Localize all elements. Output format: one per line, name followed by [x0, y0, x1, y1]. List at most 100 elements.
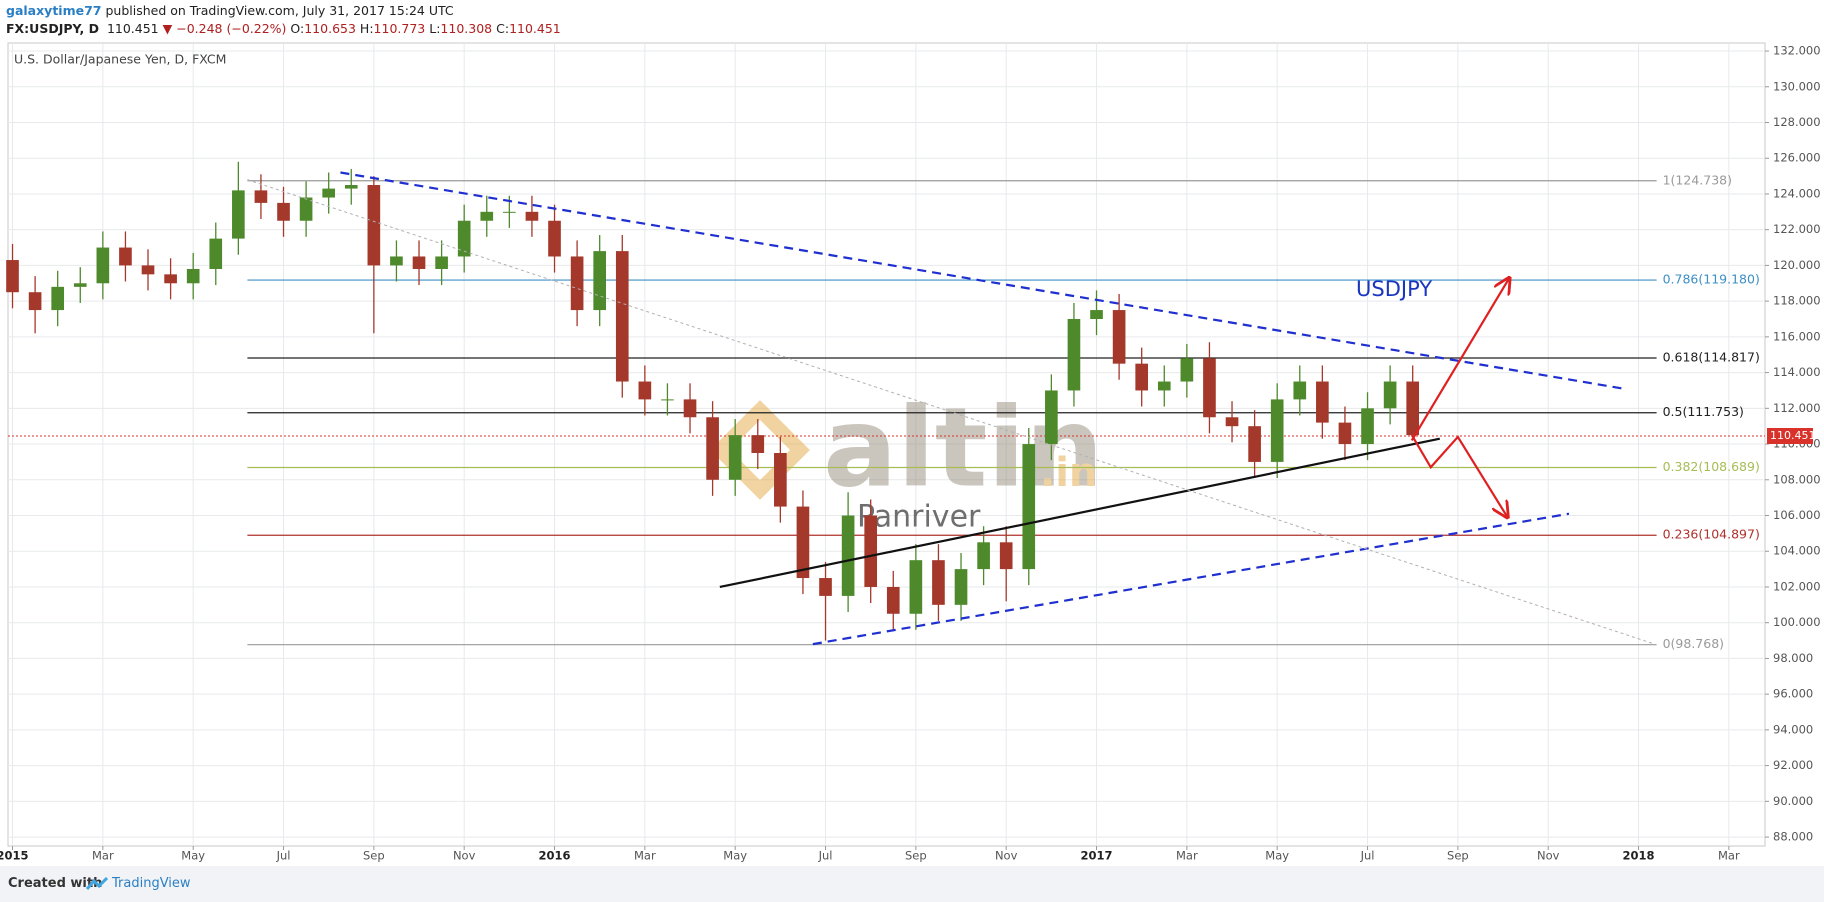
- created-with: Created with: [8, 876, 103, 891]
- candle-body: [164, 274, 177, 284]
- trend-solid: [719, 437, 1441, 589]
- y-tick-label: 112.000: [1773, 401, 1821, 415]
- x-tick-label: Mar: [92, 849, 114, 863]
- candle-body: [1225, 417, 1239, 427]
- grid: [8, 43, 1765, 846]
- quote-line: FX:USDJPY, D 110.451 ▼ −0.248 (−0.22%) O…: [6, 20, 561, 38]
- brand[interactable]: TradingView: [112, 876, 191, 891]
- brand-logo: [86, 877, 108, 890]
- x-tick-label: Nov: [1537, 849, 1560, 863]
- candle-body: [1270, 399, 1284, 462]
- x-tick-label: 2015: [0, 849, 29, 863]
- x-tick-label: Mar: [1176, 849, 1198, 863]
- candle-body: [886, 586, 900, 614]
- candle-body: [232, 190, 245, 239]
- watermark-text: .in: [1040, 450, 1097, 496]
- candle-body: [277, 202, 290, 221]
- candle-body: [1135, 363, 1149, 391]
- candle-body: [1022, 444, 1036, 570]
- y-tick-label: 92.000: [1773, 758, 1813, 772]
- x-tick-label: Nov: [995, 849, 1018, 863]
- y-tick-label: 100.000: [1773, 615, 1821, 629]
- candle-body: [548, 220, 561, 257]
- ohlc-value: 110.308: [440, 21, 493, 36]
- candle-body: [1067, 319, 1081, 391]
- publish-line: galaxytime77 published on TradingView.co…: [6, 2, 561, 20]
- candle-body: [932, 560, 945, 605]
- signature: Panriver: [857, 500, 981, 535]
- x-tick-label: May: [181, 849, 205, 863]
- candle-body: [525, 211, 539, 221]
- fib-label: 0.236(104.897): [1663, 527, 1760, 542]
- x-tick-label: Sep: [905, 849, 927, 863]
- candle-body: [1361, 408, 1374, 445]
- y-tick-label: 106.000: [1773, 508, 1821, 522]
- fib-label: 0.5(111.753): [1663, 404, 1744, 419]
- candle-body: [683, 399, 697, 418]
- fib-label: 0(98.768): [1663, 636, 1724, 651]
- fib-label: 0.786(119.180): [1663, 272, 1760, 287]
- x-tick-label: Jul: [818, 849, 833, 863]
- candle-body: [1045, 390, 1058, 445]
- author[interactable]: galaxytime77: [6, 3, 102, 18]
- candle-body: [1090, 310, 1103, 320]
- candle-body: [96, 247, 110, 284]
- candle-body: [593, 251, 607, 311]
- y-tick-label: 130.000: [1773, 79, 1821, 93]
- candle-body: [909, 560, 923, 614]
- x-tick-label: May: [723, 849, 747, 863]
- candle-body: [1406, 381, 1420, 436]
- down-icon: ▼: [162, 21, 173, 36]
- candle-body: [390, 256, 403, 266]
- candle-body: [51, 286, 65, 311]
- ohlc-label: O:: [290, 21, 305, 36]
- candle-body: [28, 292, 42, 311]
- change: −0.248 (−0.22%): [176, 21, 287, 36]
- candle-body: [1316, 381, 1329, 423]
- ohlc-label: L:: [429, 21, 441, 36]
- fib-label: 0.618(114.817): [1663, 350, 1760, 365]
- price-tag-label: 110.451: [1770, 429, 1816, 442]
- published: published on TradingView.com, July 31, 2…: [105, 3, 454, 18]
- header: galaxytime77 published on TradingView.co…: [6, 2, 561, 38]
- candle-body: [819, 578, 832, 596]
- x-tick-label: Sep: [363, 849, 385, 863]
- x-tick-label: Sep: [1447, 849, 1469, 863]
- y-tick-label: 88.000: [1773, 830, 1813, 844]
- y-tick-label: 118.000: [1773, 294, 1821, 308]
- y-tick-label: 98.000: [1773, 651, 1813, 665]
- candle-body: [570, 256, 584, 311]
- candle-body: [751, 435, 765, 453]
- trend-dashed: [340, 171, 1624, 390]
- candle-body: [796, 506, 810, 579]
- trend-arrow: [1410, 278, 1510, 442]
- x-tick-label: Mar: [634, 849, 656, 863]
- fib-label: 0.382(108.689): [1663, 459, 1760, 474]
- annotation: USDJPY: [1356, 277, 1432, 301]
- chart-title: U.S. Dollar/Japanese Yen, D, FXCM: [14, 52, 226, 67]
- candle-body: [1203, 358, 1216, 418]
- candle-body: [73, 283, 87, 287]
- candle-body: [480, 211, 494, 221]
- y-tick-label: 132.000: [1773, 44, 1821, 58]
- chart: altin .in Panriver U.S. Dollar/Japanese …: [0, 42, 1821, 863]
- candle-body: [728, 435, 742, 480]
- x-tick-label: 2016: [539, 849, 571, 863]
- trend-dashed: [812, 512, 1570, 646]
- candle-body: [299, 197, 313, 221]
- x-tick-label: Mar: [1718, 849, 1740, 863]
- footer: Created with TradingView: [0, 866, 1824, 902]
- candle-body: [1293, 381, 1307, 400]
- trend-dotted: [247, 179, 1655, 645]
- candle-body: [638, 381, 652, 400]
- candle-body: [119, 247, 132, 266]
- ohlc-label: C:: [496, 21, 510, 36]
- candle-body: [344, 185, 358, 189]
- candle-body: [1157, 381, 1171, 391]
- y-tick-label: 120.000: [1773, 258, 1821, 272]
- candle-body: [1338, 422, 1352, 445]
- y-tick-label: 108.000: [1773, 472, 1821, 486]
- candle-body: [6, 260, 19, 293]
- y-tick-label: 116.000: [1773, 329, 1821, 343]
